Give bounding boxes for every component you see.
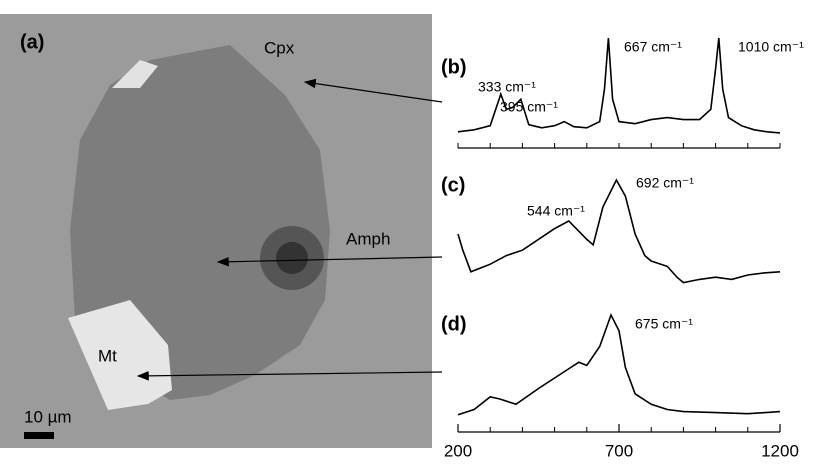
peak-label: 667 cm⁻¹ — [624, 39, 682, 55]
arrow — [136, 371, 443, 381]
spectrum — [457, 178, 781, 284]
spectrum — [457, 312, 781, 416]
peak-label: 692 cm⁻¹ — [636, 175, 694, 191]
peak-label: 544 cm⁻¹ — [527, 203, 585, 219]
phase-label: Cpx — [264, 38, 295, 57]
panel-label: (d) — [441, 313, 467, 335]
sem-image: (a) Cpx Amph Mt 10 µm — [0, 14, 432, 448]
arrow — [303, 78, 443, 103]
arrows — [136, 78, 443, 381]
peak-label: 333 cm⁻¹ — [478, 79, 536, 95]
pit-core — [276, 242, 308, 274]
x-tick-label: 1200 — [761, 441, 799, 460]
x-tick-label: 700 — [605, 441, 633, 460]
arrow — [216, 256, 443, 267]
peak-label: 1010 cm⁻¹ — [738, 39, 804, 55]
peak-label: 675 cm⁻¹ — [635, 316, 693, 332]
phase-label: Mt — [98, 346, 117, 365]
x-tick-label: 200 — [444, 441, 472, 460]
scale-bar — [24, 432, 54, 439]
peak-label: 395 cm⁻¹ — [500, 99, 558, 115]
panel-label: (b) — [441, 56, 467, 78]
bright-grain — [112, 60, 158, 88]
scale-label: 10 µm — [24, 407, 72, 426]
panel-label: (c) — [441, 174, 465, 196]
phase-label: Amph — [346, 229, 390, 248]
magnetite — [68, 300, 172, 410]
panel-label: (a) — [20, 31, 44, 53]
spectrum — [457, 37, 781, 134]
